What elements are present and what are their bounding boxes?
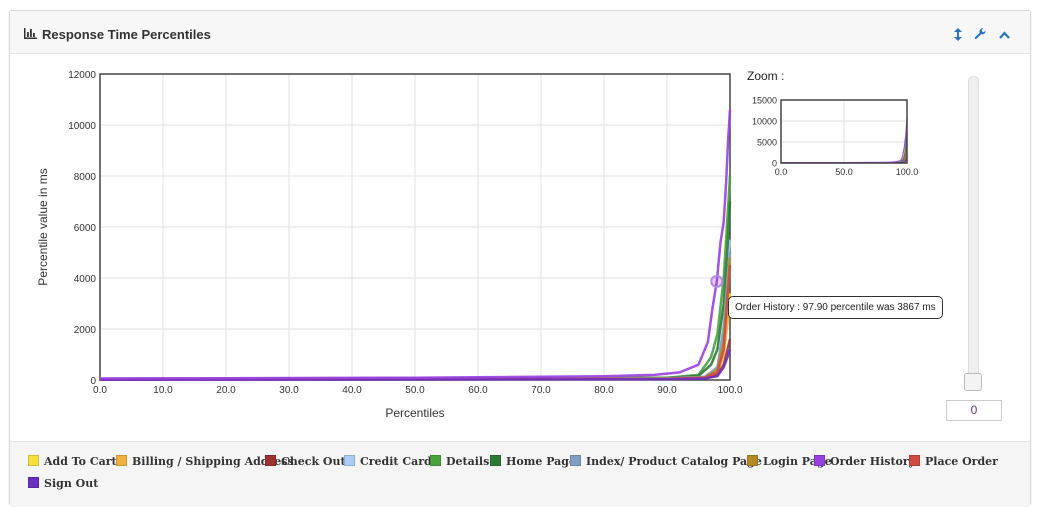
panel-header: Response Time Percentiles bbox=[10, 11, 1030, 54]
legend-item[interactable]: Sign Out bbox=[28, 477, 98, 490]
series-line bbox=[99, 349, 732, 381]
legend-item[interactable]: Index/ Product Catalog Page bbox=[570, 455, 762, 468]
y-axis-label: Percentile value in ms bbox=[36, 168, 50, 285]
chart-tooltip: Order History : 97.90 percentile was 386… bbox=[728, 296, 943, 319]
legend-label: Billing / Shipping Address bbox=[132, 455, 294, 468]
y-tick-label: 0 bbox=[90, 376, 96, 387]
zoom-x-tick-label: 50.0 bbox=[835, 167, 853, 177]
legend-swatch bbox=[909, 455, 920, 466]
legend-label: Order History bbox=[830, 455, 916, 468]
percentile-chart: 0.0 10.0 20.0 30.0 40.0 50.0 60.0 70.0 80.0 90.0 1… bbox=[36, 69, 919, 420]
x-tick-label: 30.0 bbox=[279, 385, 299, 396]
chevron-up-icon[interactable] bbox=[999, 31, 1010, 39]
legend-item[interactable]: Credit Card bbox=[344, 455, 432, 468]
legend-label: Place Order bbox=[925, 455, 998, 468]
legend-item[interactable]: Add To Cart bbox=[28, 455, 117, 468]
zoom-y-tick-label: 5000 bbox=[757, 138, 777, 148]
x-tick-label: 0.0 bbox=[93, 385, 107, 396]
wrench-icon[interactable] bbox=[974, 28, 986, 40]
zoom-y-tick-label: 0 bbox=[772, 159, 777, 169]
zoom-slider-track[interactable] bbox=[968, 76, 979, 384]
legend-item[interactable]: Place Order bbox=[909, 455, 998, 468]
legend-swatch bbox=[28, 477, 39, 488]
chart-legend: Add To Cart Billing / Shipping Address Che… bbox=[10, 441, 1030, 505]
y-tick-label: 8000 bbox=[74, 172, 97, 183]
zoom-frame bbox=[780, 99, 908, 164]
legend-label: Sign Out bbox=[44, 477, 99, 490]
y-tick-label: 2000 bbox=[74, 325, 97, 336]
legend-swatch bbox=[490, 455, 501, 466]
x-tick-label: 10.0 bbox=[153, 385, 173, 396]
legend-swatch bbox=[570, 455, 581, 466]
y-tick-label: 4000 bbox=[74, 274, 97, 285]
zoom-x-tick-label: 100.0 bbox=[896, 167, 919, 177]
legend-item[interactable]: Billing / Shipping Address bbox=[116, 455, 294, 468]
legend-item[interactable]: Home Page bbox=[490, 455, 576, 468]
legend-label: Details bbox=[446, 455, 490, 468]
legend-swatch bbox=[344, 455, 355, 466]
legend-swatch bbox=[747, 455, 758, 466]
y-tick-label: 10000 bbox=[68, 121, 96, 132]
legend-item[interactable]: Details bbox=[430, 455, 489, 468]
legend-swatch bbox=[116, 455, 127, 466]
x-axis-label: Percentiles bbox=[385, 406, 444, 420]
x-tick-label: 20.0 bbox=[216, 385, 236, 396]
x-tick-label: 70.0 bbox=[531, 385, 551, 396]
legend-item[interactable]: Order History bbox=[814, 455, 915, 468]
zoom-y-tick-label: 10000 bbox=[752, 117, 777, 127]
legend-swatch bbox=[814, 455, 825, 466]
y-tick-label: 6000 bbox=[74, 223, 97, 234]
legend-swatch bbox=[28, 455, 39, 466]
zoom-slider-handle[interactable] bbox=[964, 373, 982, 391]
zoom-x-tick-label: 0.0 bbox=[775, 167, 788, 177]
legend-label: Credit Card bbox=[360, 455, 432, 468]
x-tick-label: 40.0 bbox=[342, 385, 362, 396]
y-tick-label: 12000 bbox=[68, 70, 96, 81]
legend-item[interactable]: Check Out bbox=[265, 455, 346, 468]
legend-label: Check Out bbox=[281, 455, 346, 468]
resize-vertical-icon[interactable] bbox=[954, 28, 962, 41]
x-tick-label: 90.0 bbox=[657, 385, 677, 396]
x-tick-label: 80.0 bbox=[594, 385, 614, 396]
panel-title: Response Time Percentiles bbox=[42, 27, 211, 42]
legend-swatch bbox=[265, 455, 276, 466]
x-tick-label: 60.0 bbox=[468, 385, 488, 396]
legend-label: Add To Cart bbox=[44, 455, 117, 468]
x-tick-label: 50.0 bbox=[405, 385, 425, 396]
response-time-panel: Response Time Percentiles 0.0 10.0 20.0 30.… bbox=[9, 10, 1031, 505]
zoom-y-tick-label: 15000 bbox=[752, 96, 777, 106]
zoom-slider-value[interactable]: 0 bbox=[946, 400, 1002, 421]
zoom-label: Zoom : bbox=[747, 69, 784, 83]
bar-chart-icon bbox=[24, 28, 37, 39]
legend-label: Index/ Product Catalog Page bbox=[586, 455, 762, 468]
highlight-marker bbox=[710, 274, 724, 288]
series-line bbox=[99, 109, 732, 380]
x-tick-label: 100.0 bbox=[717, 385, 742, 396]
legend-swatch bbox=[430, 455, 441, 466]
legend-label: Home Page bbox=[506, 455, 576, 468]
